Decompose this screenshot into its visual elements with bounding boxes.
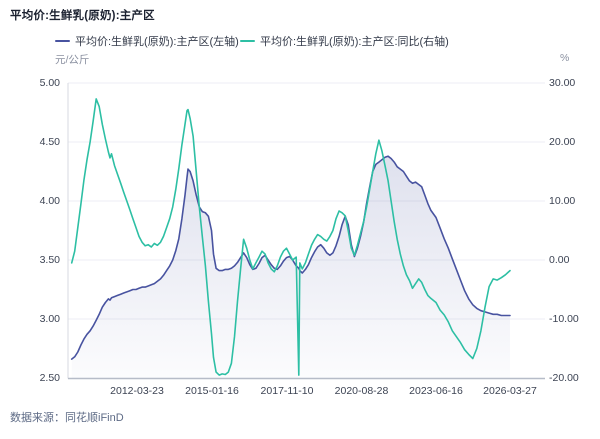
- left-axis-tick-label: 2.50: [39, 372, 60, 384]
- chart-title: 平均价:生鲜乳(原奶):主产区: [10, 10, 155, 22]
- x-axis-tick-label: 2015-01-16: [185, 385, 239, 397]
- right-axis-tick-label: 0.00: [549, 254, 570, 266]
- legend-item-yoy[interactable]: 平均价:生鲜乳(原奶):主产区:同比(右轴): [240, 33, 449, 49]
- data-source-label: 数据来源：同花顺iFinD: [10, 412, 124, 424]
- right-axis-tick-label: -20.00: [549, 372, 579, 384]
- left-axis-tick-label: 5.00: [39, 77, 60, 89]
- x-axis-tick-label: 2026-03-27: [483, 385, 537, 397]
- legend-item-price[interactable]: 平均价:生鲜乳(原奶):主产区(左轴): [55, 33, 239, 49]
- price-line: [70, 155, 511, 360]
- price-area-fill: [71, 156, 510, 378]
- right-axis-unit: %: [560, 52, 570, 64]
- right-axis-tick-label: 20.00: [549, 136, 576, 148]
- legend-label-yoy: 平均价:生鲜乳(原奶):主产区:同比(右轴): [260, 36, 449, 48]
- x-axis-tick-label: 2012-03-23: [110, 385, 164, 397]
- left-axis-tick-label: 4.50: [39, 136, 60, 148]
- legend-label-price: 平均价:生鲜乳(原奶):主产区(左轴): [75, 36, 239, 48]
- left-axis-tick-label: 3.00: [39, 313, 60, 325]
- price-line-swatch-icon: [55, 39, 70, 43]
- yoy-line: [70, 98, 511, 376]
- left-axis-tick-label: 3.50: [39, 254, 60, 266]
- x-axis-tick-label: 2023-06-16: [409, 385, 463, 397]
- yoy-line-swatch-icon: [240, 39, 255, 43]
- right-axis-tick-label: -10.00: [549, 313, 579, 325]
- left-axis-unit: 元/公斤: [55, 54, 90, 66]
- right-axis-tick-label: 10.00: [549, 195, 576, 207]
- left-axis-tick-label: 4.00: [39, 195, 60, 207]
- legend: 平均价:生鲜乳(原奶):主产区(左轴) 平均价:生鲜乳(原奶):主产区:同比(右…: [0, 33, 600, 49]
- x-axis-tick-label: 2020-08-28: [334, 385, 389, 397]
- x-axis-tick-label: 2017-11-10: [260, 385, 314, 397]
- right-axis-tick-label: 30.00: [549, 77, 576, 89]
